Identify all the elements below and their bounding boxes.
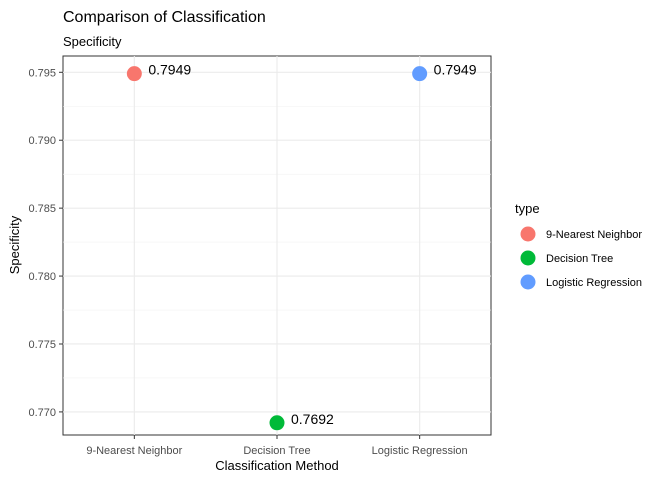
legend-label: Logistic Regression	[546, 277, 642, 289]
legend-label: Decision Tree	[546, 253, 613, 265]
y-axis-label: Specificity	[7, 215, 22, 274]
legend-items: 9-Nearest Neighbor Decision Tree Logistic …	[520, 226, 642, 290]
x-axis-label: Classification Method	[215, 458, 339, 473]
data-label: 0.7692	[291, 411, 334, 427]
legend: type 9-Nearest Neighbor Decision Tree Logi…	[515, 201, 642, 290]
y-tick-label: 0.770	[28, 407, 56, 419]
data-points	[126, 66, 428, 431]
major-gridlines	[63, 56, 491, 435]
y-tick-label: 0.785	[28, 203, 56, 215]
legend-swatch	[520, 226, 536, 242]
data-labels: 0.7949 0.7692 0.7949	[148, 62, 476, 427]
y-tick-label: 0.780	[28, 271, 56, 283]
x-tick-label: 9-Nearest Neighbor	[86, 445, 182, 457]
y-tick-label: 0.790	[28, 135, 56, 147]
y-tick-label: 0.775	[28, 339, 56, 351]
data-label: 0.7949	[148, 62, 191, 78]
chart-title: Comparison of Classification	[63, 9, 266, 26]
legend-swatch	[520, 274, 536, 290]
legend-title: type	[515, 201, 540, 216]
y-tick-label: 0.795	[28, 67, 56, 79]
data-point	[126, 66, 142, 82]
chart-subtitle: Specificity	[63, 34, 122, 49]
legend-label: 9-Nearest Neighbor	[546, 229, 642, 241]
x-axis: 9-Nearest Neighbor Decision Tree Logistic …	[86, 435, 468, 457]
legend-swatch	[520, 250, 536, 266]
x-tick-label: Decision Tree	[243, 445, 310, 457]
y-axis: 0.770 0.775 0.780 0.785 0.790 0.795	[28, 67, 63, 419]
data-label: 0.7949	[434, 62, 477, 78]
data-point	[269, 415, 285, 431]
data-point	[412, 66, 428, 82]
x-tick-label: Logistic Regression	[372, 445, 468, 457]
